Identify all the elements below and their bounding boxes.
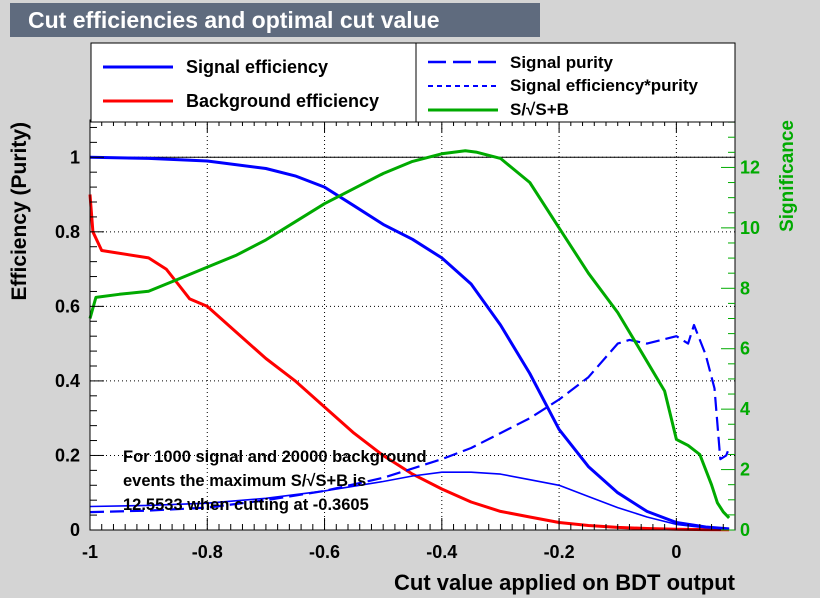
y-tick-label: 1	[70, 147, 80, 167]
y2-tick-label: 0	[740, 520, 750, 540]
y-tick-label: 0.6	[55, 296, 80, 316]
plot-background	[90, 120, 735, 530]
legend-left: Signal efficiency Background efficiency	[90, 42, 417, 123]
y2-tick-label: 8	[740, 278, 750, 298]
annotation-line-2: events the maximum S/√S+B is	[123, 472, 366, 490]
x-tick-label: -0.6	[309, 542, 340, 562]
y2-tick-label: 12	[740, 157, 760, 177]
legend-left-box	[90, 42, 417, 123]
series-background-efficiency	[88, 194, 730, 532]
y2-tick-label: 6	[740, 339, 750, 359]
annotation: For 1000 signal and 20000 background eve…	[123, 448, 427, 514]
x-tick-label: 0	[671, 542, 681, 562]
y2-tick-label: 10	[740, 218, 760, 238]
series-signal-purity	[89, 323, 731, 514]
series-signal-efficiency	[89, 155, 730, 531]
y2-axis-label: Significance	[777, 120, 798, 232]
x-tick-label: -1	[82, 542, 98, 562]
series-layer	[88, 149, 731, 532]
y-tick-label: 0.4	[55, 371, 80, 391]
legend-right: Signal purity Signal efficiency*purity S…	[415, 42, 736, 123]
y-tick-label: 0.2	[55, 445, 80, 465]
grid	[89, 120, 735, 531]
legend-label-significance: S/√S+B	[510, 100, 569, 119]
x-tick-label: -0.4	[426, 542, 457, 562]
annotation-line-3: 12.5533 when cutting at -0.3605	[123, 496, 369, 514]
y-tick-label: 0	[70, 520, 80, 540]
legend-label-background-efficiency: Background efficiency	[186, 91, 379, 111]
x-tick-label: -0.8	[192, 542, 223, 562]
series-signal-efficiency-purity	[89, 471, 730, 530]
y-axis-label: Efficiency (Purity)	[8, 122, 31, 301]
ticks: -1 -0.8 -0.6 -0.4 -0.2 000.20.40.60.810246810…	[55, 120, 760, 562]
x-axis-label: Cut value applied on BDT output	[394, 570, 736, 595]
legend-label-signal-efficiency-purity: Signal efficiency*purity	[510, 76, 699, 95]
legend-label-signal-purity: Signal purity	[510, 53, 614, 72]
y2-tick-label: 2	[740, 460, 750, 480]
chart-title: Cut efficiencies and optimal cut value	[10, 3, 540, 37]
y-tick-label: 0.8	[55, 222, 80, 242]
series-s-s-b	[88, 149, 731, 519]
y2-tick-label: 4	[740, 399, 750, 419]
legend-label-signal-efficiency: Signal efficiency	[186, 57, 328, 77]
x-tick-label: -0.2	[544, 542, 575, 562]
annotation-line-1: For 1000 signal and 20000 background	[123, 448, 427, 466]
